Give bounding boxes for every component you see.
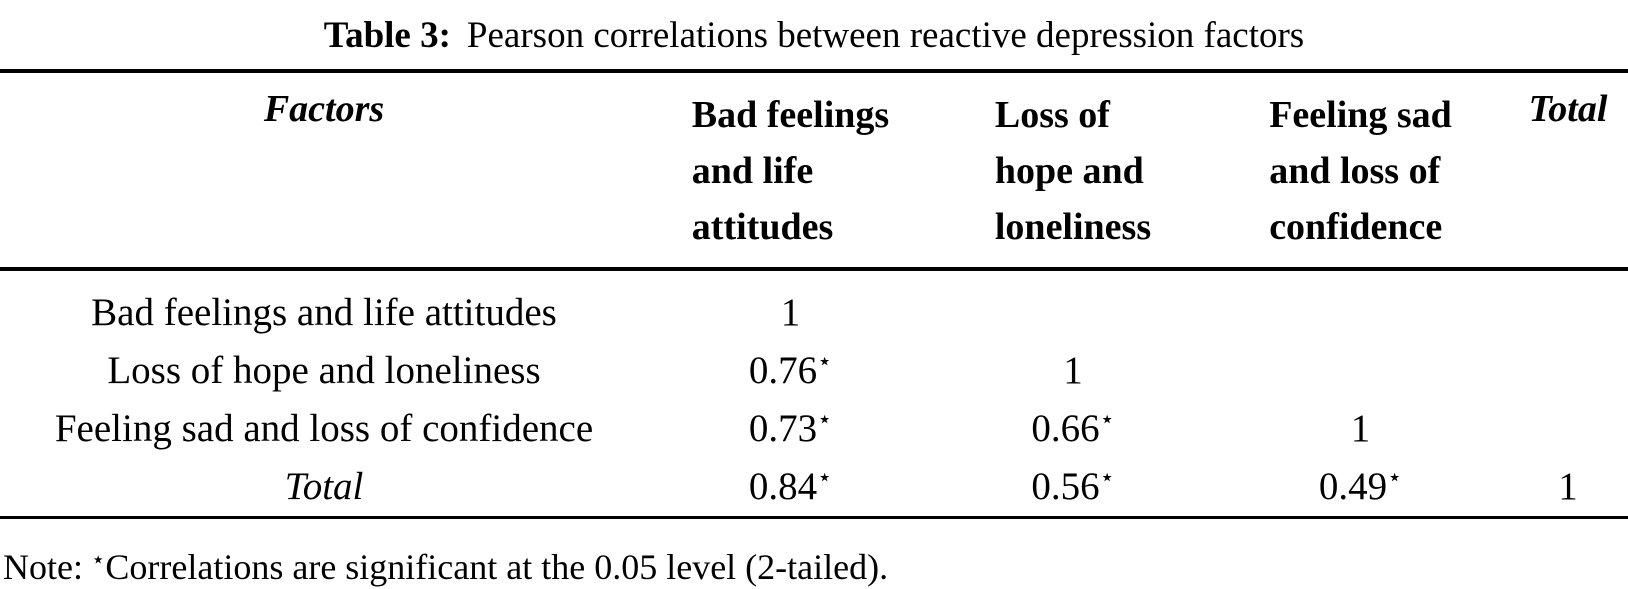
header-line: Loss of xyxy=(994,94,1110,136)
cell-r2c0: 0.73⋆ xyxy=(748,407,833,450)
significance-star: ⋆ xyxy=(817,407,833,433)
correlation-table: Factors Bad feelings and life attitudes … xyxy=(0,69,1628,519)
table-row-loss-of-hope: Loss of hope and loneliness 0.76⋆ 1 xyxy=(0,342,1628,400)
header-line: attitudes xyxy=(691,206,834,248)
significance-star: ⋆ xyxy=(1099,465,1115,491)
cell-r2c3 xyxy=(1508,400,1628,458)
cell-r3c1: 0.56⋆ xyxy=(1031,465,1115,508)
cell-r1c2 xyxy=(1213,342,1508,400)
cell-r3c2: 0.49⋆ xyxy=(1318,465,1403,508)
col-header-bad-feelings: Bad feelings and life attitudes xyxy=(648,71,933,271)
significance-star: ⋆ xyxy=(1099,407,1115,433)
factors-header-label: Factors xyxy=(263,88,385,130)
row-label: Loss of hope and loneliness xyxy=(107,349,541,392)
header-row: Factors Bad feelings and life attitudes … xyxy=(0,71,1628,271)
table-row-feeling-sad: Feeling sad and loss of confidence 0.73⋆… xyxy=(0,400,1628,458)
header-line: confidence xyxy=(1269,206,1443,248)
significance-star: ⋆ xyxy=(1387,465,1403,491)
significance-star: ⋆ xyxy=(817,349,833,375)
table-body: Bad feelings and life attitudes 1 Loss o… xyxy=(0,269,1628,518)
header-line: Feeling sad xyxy=(1269,94,1452,136)
col-header-factors: Factors xyxy=(0,71,648,271)
col-header-loss-of-hope: Loss of hope and loneliness xyxy=(933,71,1213,271)
col-header-total: Total xyxy=(1508,71,1628,271)
header-line: hope and xyxy=(994,150,1144,192)
cell-r0c2 xyxy=(1213,269,1508,342)
cell-r3c3: 1 xyxy=(1558,465,1578,508)
note-significance-star: ⋆ xyxy=(90,547,106,572)
cell-r2c1: 0.66⋆ xyxy=(1031,407,1115,450)
cell-r2c2: 1 xyxy=(1350,407,1371,450)
note-prefix: Note: xyxy=(3,547,83,587)
table-caption-number: Table 3: xyxy=(323,15,451,56)
header-line: Bad feelings xyxy=(691,94,890,136)
cell-r0c0: 1 xyxy=(780,291,801,334)
cell-r3c0: 0.84⋆ xyxy=(748,465,833,508)
cell-r0c3 xyxy=(1508,269,1628,342)
row-label: Bad feelings and life attitudes xyxy=(91,291,557,334)
table-row-bad-feelings: Bad feelings and life attitudes 1 xyxy=(0,269,1628,342)
row-label: Feeling sad and loss of confidence xyxy=(54,407,594,450)
table-row-total: Total 0.84⋆ 0.56⋆ 0.49⋆ 1 xyxy=(0,458,1628,518)
cell-r1c3 xyxy=(1508,342,1628,400)
header-line: loneliness xyxy=(994,206,1152,248)
table-caption: Table 3: Pearson correlations between re… xyxy=(0,0,1628,69)
table-note: Note: ⋆Correlations are significant at th… xyxy=(0,546,1628,588)
header-line: and loss of xyxy=(1269,150,1441,192)
cell-r1c0: 0.76⋆ xyxy=(748,349,833,392)
row-label-total: Total xyxy=(284,465,364,508)
cell-r1c1: 1 xyxy=(1063,349,1083,392)
note-text: Correlations are significant at the 0.05… xyxy=(105,547,889,587)
header-line: and life xyxy=(691,150,814,192)
total-header-label: Total xyxy=(1528,88,1608,130)
col-header-feeling-sad: Feeling sad and loss of confidence xyxy=(1213,71,1508,271)
table-caption-text: Pearson correlations between reactive de… xyxy=(466,15,1305,56)
significance-star: ⋆ xyxy=(817,465,833,491)
cell-r0c1 xyxy=(933,269,1213,342)
table-header: Factors Bad feelings and life attitudes … xyxy=(0,71,1628,271)
